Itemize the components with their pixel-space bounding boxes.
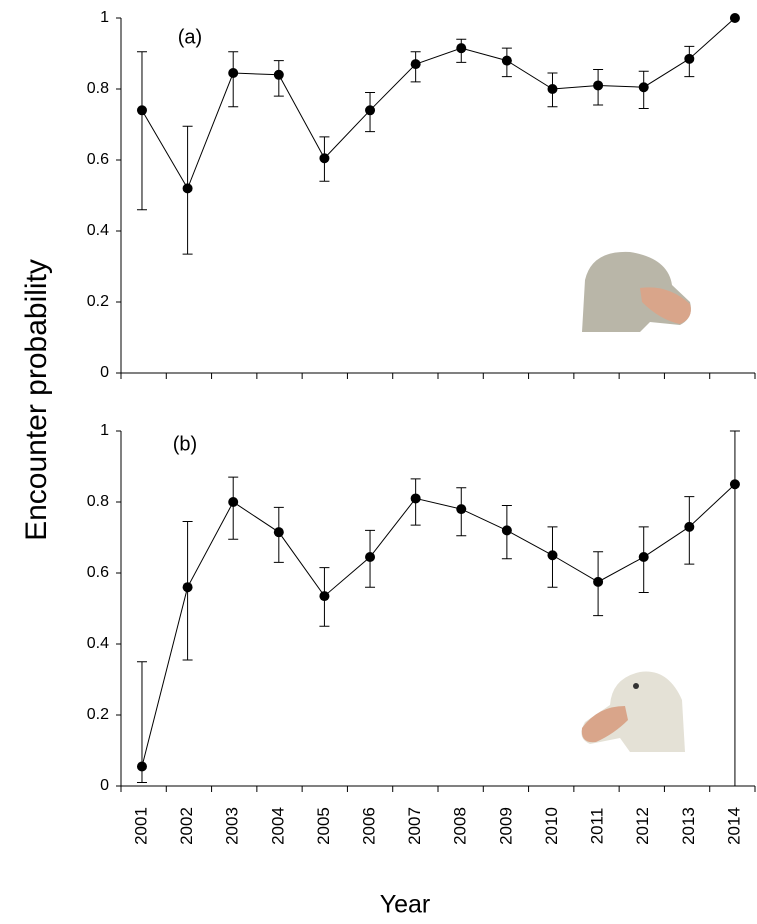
error-bar <box>228 51 239 108</box>
data-point <box>410 493 421 504</box>
data-point <box>228 68 239 79</box>
y-tick-label: 0.2 <box>87 706 109 723</box>
error-bar <box>228 476 239 540</box>
data-point <box>182 183 193 194</box>
data-point <box>273 527 284 538</box>
y-tick-label: 0.2 <box>87 293 109 310</box>
y-tick-label: 0 <box>100 364 109 381</box>
y-tick-label: 0.6 <box>87 564 109 581</box>
data-point <box>638 82 649 93</box>
panel-label: (a) <box>178 26 202 48</box>
data-point <box>136 105 147 116</box>
x-tick-label: 2005 <box>314 807 333 845</box>
data-point <box>684 53 695 64</box>
data-point <box>365 105 376 116</box>
data-point <box>456 504 467 515</box>
data-point <box>501 525 512 536</box>
error-bar <box>729 430 740 787</box>
x-tick-label: 2003 <box>223 807 242 845</box>
data-point <box>136 761 147 772</box>
data-point <box>638 552 649 563</box>
data-point <box>593 576 604 587</box>
data-point <box>729 479 740 490</box>
x-tick-label: 2008 <box>451 807 470 845</box>
y-axis-label: Encounter probability <box>20 259 53 541</box>
x-tick-label: 2007 <box>405 807 424 845</box>
data-point <box>501 55 512 66</box>
y-tick-label: 1 <box>100 422 109 439</box>
data-point <box>319 591 330 602</box>
x-tick-label: 2006 <box>360 807 379 845</box>
data-point <box>456 43 467 54</box>
x-tick-label: 2001 <box>131 807 150 845</box>
x-tick-label: 2013 <box>679 807 698 845</box>
data-point <box>729 13 740 23</box>
x-tick-label: 2009 <box>496 807 515 845</box>
data-point <box>273 69 284 80</box>
data-point <box>410 59 421 70</box>
x-axis-label: Year <box>380 891 431 919</box>
data-point <box>547 550 558 561</box>
bird-illustration <box>582 251 691 332</box>
x-tick-label: 2002 <box>177 807 196 845</box>
y-tick-label: 0.4 <box>87 635 109 652</box>
data-point <box>228 497 239 507</box>
data-point <box>684 521 695 532</box>
x-tick-label: 2011 <box>588 808 607 845</box>
data-point <box>365 552 376 563</box>
bird-illustration <box>581 671 685 752</box>
panel-label: (b) <box>173 433 197 455</box>
x-tick-label: 2014 <box>724 807 743 845</box>
x-tick-label: 2012 <box>633 807 652 845</box>
y-tick-label: 1 <box>100 9 109 26</box>
data-point <box>182 582 193 593</box>
series-line <box>141 483 736 767</box>
y-tick-label: 0.6 <box>87 151 109 168</box>
y-tick-label: 0.8 <box>87 493 109 510</box>
x-tick-label: 2010 <box>542 807 561 845</box>
y-tick-label: 0 <box>100 777 109 794</box>
error-bar <box>136 51 147 211</box>
data-point <box>547 84 558 94</box>
data-point <box>319 153 330 164</box>
y-tick-label: 0.4 <box>87 222 109 239</box>
data-point <box>593 80 604 91</box>
series-line <box>141 17 736 190</box>
x-tick-label: 2004 <box>268 807 287 845</box>
y-tick-label: 0.8 <box>87 80 109 97</box>
